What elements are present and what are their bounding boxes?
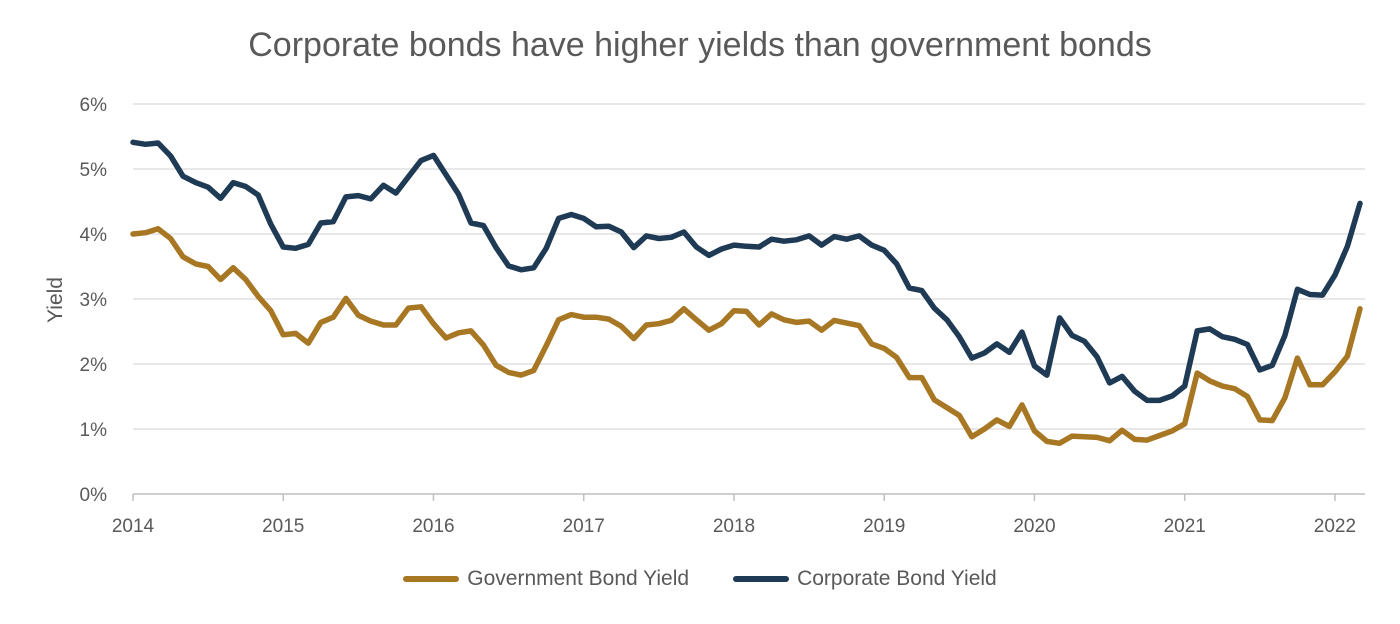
- axes: 0% 1% 2% 3% 4% 5% 6% 2014 2015 2016 2017 2018 2019 20…: [80, 95, 1365, 537]
- series-line-corporate: [130, 139, 1363, 404]
- x-tick-label: 2018: [713, 516, 755, 537]
- gridlines: [133, 103, 1365, 430]
- series-line-government: [130, 226, 1363, 447]
- y-tick-label: 1%: [80, 420, 108, 441]
- x-tick-label: 2020: [1013, 516, 1055, 537]
- x-tick-label: 2021: [1164, 516, 1206, 537]
- legend: Government Bond Yield Corporate Bond Yie…: [0, 567, 1400, 591]
- chart-title: Corporate bonds have higher yields than …: [248, 26, 1152, 64]
- x-tick-label: 2019: [863, 516, 905, 537]
- legend-swatch-government: [403, 576, 460, 582]
- y-tick-label: 0%: [80, 485, 108, 506]
- x-tick-label: 2014: [112, 516, 155, 537]
- y-tick-label: 3%: [80, 290, 108, 311]
- x-tick-label: 2016: [412, 516, 454, 537]
- y-tick-label: 5%: [80, 160, 108, 181]
- legend-label-government: Government Bond Yield: [467, 567, 690, 590]
- legend-item-government: Government Bond Yield: [403, 567, 689, 591]
- legend-item-corporate: Corporate Bond Yield: [733, 567, 997, 591]
- y-tick-label: 4%: [80, 225, 108, 246]
- x-tick-label: 2017: [563, 516, 605, 537]
- x-tick-label: 2015: [262, 516, 304, 537]
- x-tick-label: 2022: [1314, 516, 1356, 537]
- legend-label-corporate: Corporate Bond Yield: [797, 567, 997, 590]
- legend-swatch-corporate: [733, 576, 790, 582]
- series-lines: [130, 139, 1363, 447]
- y-axis-label: Yield: [44, 277, 67, 323]
- y-tick-label: 6%: [80, 95, 108, 116]
- y-tick-label: 2%: [80, 355, 108, 376]
